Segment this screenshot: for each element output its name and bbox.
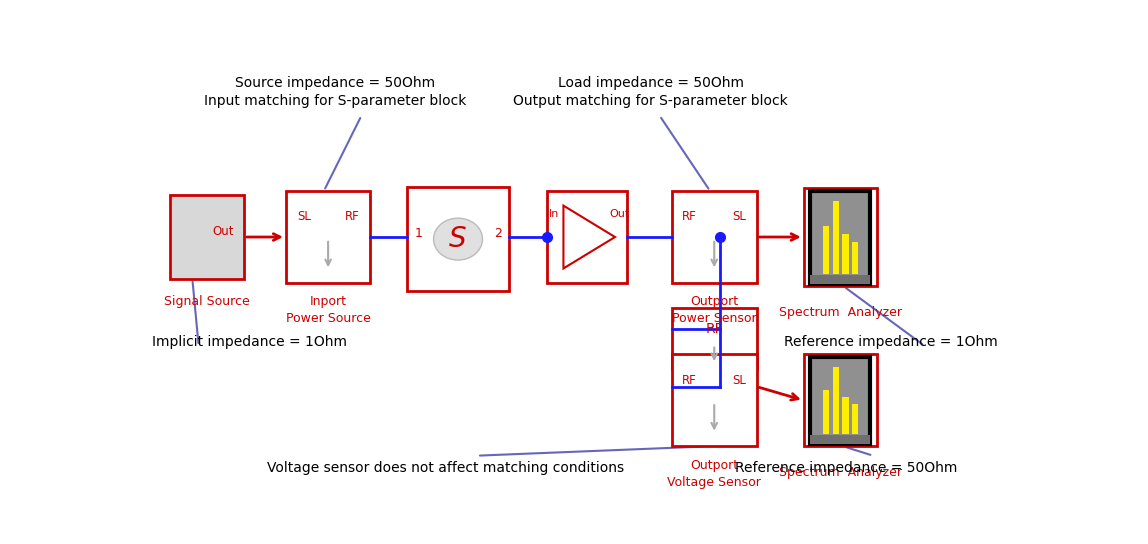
Text: Voltage sensor does not affect matching conditions: Voltage sensor does not affect matching …	[267, 461, 625, 475]
Bar	[809, 190, 870, 283]
Bar	[823, 226, 830, 274]
Text: Reference impedance = 50Ohm: Reference impedance = 50Ohm	[735, 461, 957, 475]
Text: Signal Source: Signal Source	[164, 295, 250, 308]
Text: SL: SL	[297, 210, 311, 223]
Bar	[804, 188, 877, 287]
Text: Load impedance = 50Ohm
Output matching for S-parameter block: Load impedance = 50Ohm Output matching f…	[513, 76, 788, 108]
Text: Power Sensor: Power Sensor	[672, 312, 757, 325]
Bar	[809, 435, 870, 443]
Text: RF: RF	[344, 210, 359, 223]
Bar	[672, 191, 757, 283]
Bar	[852, 405, 859, 434]
Text: 1: 1	[414, 227, 422, 240]
Text: In: In	[549, 209, 559, 219]
Text: RF: RF	[705, 323, 723, 337]
Text: Source impedance = 50Ohm
Input matching for S-parameter block: Source impedance = 50Ohm Input matching …	[203, 76, 466, 108]
Text: S: S	[449, 225, 467, 253]
Bar	[809, 275, 870, 283]
Bar	[843, 397, 848, 434]
Text: Spectrum  Analyzer: Spectrum Analyzer	[778, 466, 901, 479]
Bar	[832, 201, 839, 274]
Bar	[823, 390, 830, 434]
Text: SL: SL	[732, 374, 746, 387]
Text: Out: Out	[212, 225, 234, 238]
Bar	[843, 234, 848, 274]
Text: Voltage Sensor: Voltage Sensor	[667, 475, 761, 489]
Text: Out: Out	[610, 209, 629, 219]
Bar	[286, 191, 371, 283]
Text: SL: SL	[732, 210, 746, 223]
Text: Implicit impedance = 1Ohm: Implicit impedance = 1Ohm	[153, 335, 348, 349]
Text: RF: RF	[682, 374, 696, 387]
Text: Spectrum  Analyzer: Spectrum Analyzer	[778, 306, 901, 319]
Text: Reference impedance = 1Ohm: Reference impedance = 1Ohm	[784, 335, 998, 349]
Text: Outport: Outport	[690, 295, 738, 308]
Bar	[852, 242, 859, 274]
Bar	[832, 367, 839, 434]
Ellipse shape	[434, 218, 482, 260]
Bar	[672, 354, 757, 447]
Bar	[672, 308, 757, 369]
Text: 2: 2	[494, 227, 502, 240]
Polygon shape	[564, 206, 615, 268]
Bar	[170, 195, 245, 279]
Bar	[804, 354, 877, 447]
Bar	[546, 191, 627, 283]
Bar	[406, 187, 510, 292]
Text: Inport: Inport	[310, 295, 347, 308]
Text: RF: RF	[682, 210, 696, 223]
Text: Outport: Outport	[690, 459, 738, 472]
Bar	[809, 357, 870, 443]
Text: Power Source: Power Source	[286, 312, 371, 325]
